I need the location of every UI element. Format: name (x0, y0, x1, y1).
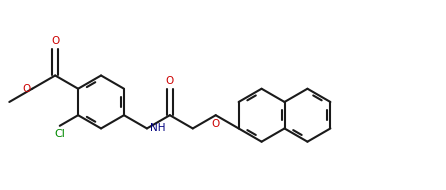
Text: NH: NH (150, 124, 165, 133)
Text: O: O (51, 36, 59, 46)
Text: O: O (166, 76, 174, 86)
Text: O: O (22, 84, 30, 94)
Text: Cl: Cl (54, 129, 65, 139)
Text: O: O (211, 119, 220, 129)
